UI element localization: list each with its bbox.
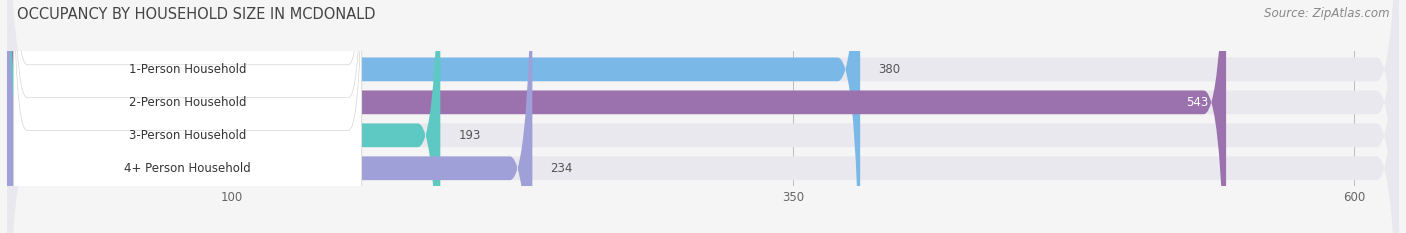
FancyBboxPatch shape	[14, 0, 361, 233]
FancyBboxPatch shape	[7, 0, 1399, 233]
Text: Source: ZipAtlas.com: Source: ZipAtlas.com	[1264, 7, 1389, 20]
Text: 4+ Person Household: 4+ Person Household	[124, 162, 252, 175]
FancyBboxPatch shape	[7, 0, 1399, 233]
Text: 234: 234	[550, 162, 572, 175]
FancyBboxPatch shape	[14, 0, 361, 233]
Text: 2-Person Household: 2-Person Household	[129, 96, 246, 109]
Text: 380: 380	[879, 63, 900, 76]
Text: 3-Person Household: 3-Person Household	[129, 129, 246, 142]
Text: 543: 543	[1185, 96, 1208, 109]
FancyBboxPatch shape	[7, 0, 860, 233]
FancyBboxPatch shape	[7, 0, 533, 233]
FancyBboxPatch shape	[14, 0, 361, 233]
FancyBboxPatch shape	[7, 0, 1399, 233]
FancyBboxPatch shape	[14, 0, 361, 233]
Text: 193: 193	[458, 129, 481, 142]
FancyBboxPatch shape	[7, 0, 1226, 233]
Text: 1-Person Household: 1-Person Household	[129, 63, 246, 76]
FancyBboxPatch shape	[7, 0, 1399, 233]
Text: OCCUPANCY BY HOUSEHOLD SIZE IN MCDONALD: OCCUPANCY BY HOUSEHOLD SIZE IN MCDONALD	[17, 7, 375, 22]
FancyBboxPatch shape	[7, 0, 440, 233]
